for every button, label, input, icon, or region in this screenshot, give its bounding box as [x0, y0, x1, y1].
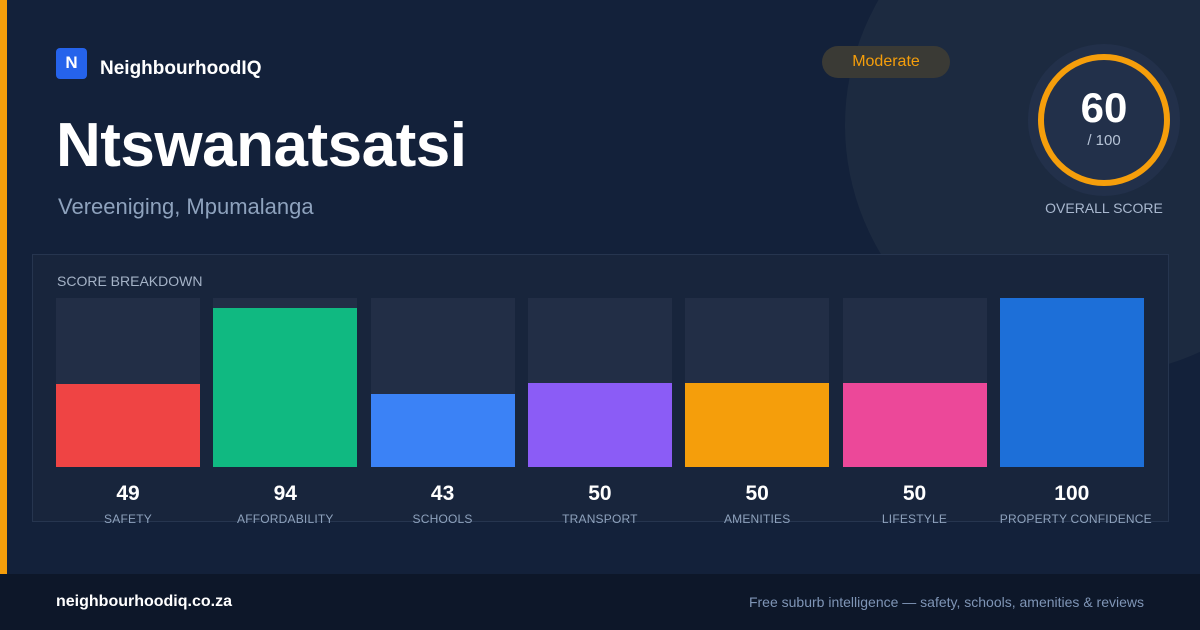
bar-track: [370, 298, 515, 467]
rating-badge: Moderate: [822, 46, 950, 78]
score-bar-amenities: 50 AMENITIES: [685, 298, 830, 526]
bar-fill: [842, 382, 987, 467]
bar-track: [685, 298, 830, 467]
bar-track: [999, 298, 1144, 467]
footer-url[interactable]: neighbourhoodiq.co.za: [56, 593, 232, 610]
score-bar-transport: 50 TRANSPORT: [527, 298, 672, 526]
bar-fill: [685, 382, 830, 467]
score-breakdown-panel: SCORE BREAKDOWN 49 SAFETY 94 AFFORDABILITY 4…: [32, 254, 1169, 526]
footer-tagline: Free suburb intelligence — safety, schoo…: [748, 594, 1144, 610]
bar-label: LIFESTYLE: [881, 512, 948, 526]
bar-value: 100: [1054, 482, 1090, 505]
brand-name: NeighbourhoodIQ: [100, 58, 262, 79]
bar-track: [213, 298, 358, 467]
bar-value: 50: [588, 482, 612, 505]
suburb-title: Ntswanatsatsi: [56, 111, 467, 180]
overall-score-gauge: [1028, 44, 1180, 196]
bar-value: 94: [273, 482, 297, 505]
overall-score-max: / 100: [1087, 132, 1121, 149]
bar-fill: [213, 308, 358, 467]
gauge-background: [1028, 44, 1180, 196]
bar-value: 43: [430, 482, 455, 505]
bar-value: 49: [116, 482, 140, 505]
accent-stripe: [0, 0, 7, 574]
brand: N NeighbourhoodIQ: [56, 46, 261, 80]
breakdown-title: SCORE BREAKDOWN: [57, 273, 203, 289]
overall-score-value: 60: [1080, 84, 1128, 131]
score-bar-lifestyle: 50 LIFESTYLE: [842, 298, 987, 526]
suburb-location: Vereeniging, Mpumalanga: [58, 194, 314, 219]
bar-label: SCHOOLS: [412, 512, 473, 526]
bar-fill: [56, 384, 200, 467]
bar-fill: [999, 298, 1144, 467]
bar-label: SAFETY: [104, 512, 152, 526]
score-bar-schools: 43 SCHOOLS: [370, 298, 515, 526]
bar-track: [842, 298, 987, 467]
bar-label: PROPERTY CONFIDENCE: [999, 512, 1152, 526]
bar-fill: [370, 394, 515, 467]
bar-label: TRANSPORT: [562, 512, 638, 526]
score-bar-property-confidence: 100 PROPERTY CONFIDENCE: [999, 298, 1152, 526]
share-card: N NeighbourhoodIQ Ntswanatsatsi Vereenig…: [0, 0, 1180, 574]
overall-score-label: OVERALL SCORE: [1045, 200, 1163, 216]
bar-fill: [527, 382, 672, 467]
score-bar-safety: 49 SAFETY: [56, 298, 200, 526]
brand-logo-icon: N: [56, 47, 87, 79]
bar-track: [56, 298, 200, 467]
gauge-ring: [1038, 54, 1170, 186]
bar-track: [527, 298, 672, 467]
footer: neighbourhoodiq.co.za Free suburb intell…: [0, 574, 1200, 630]
bar-value: 50: [902, 482, 927, 505]
bar-label: AFFORDABILITY: [236, 512, 334, 526]
score-bar-affordability: 94 AFFORDABILITY: [213, 298, 358, 526]
bar-label: AMENITIES: [723, 512, 791, 526]
bar-value: 50: [745, 482, 769, 505]
